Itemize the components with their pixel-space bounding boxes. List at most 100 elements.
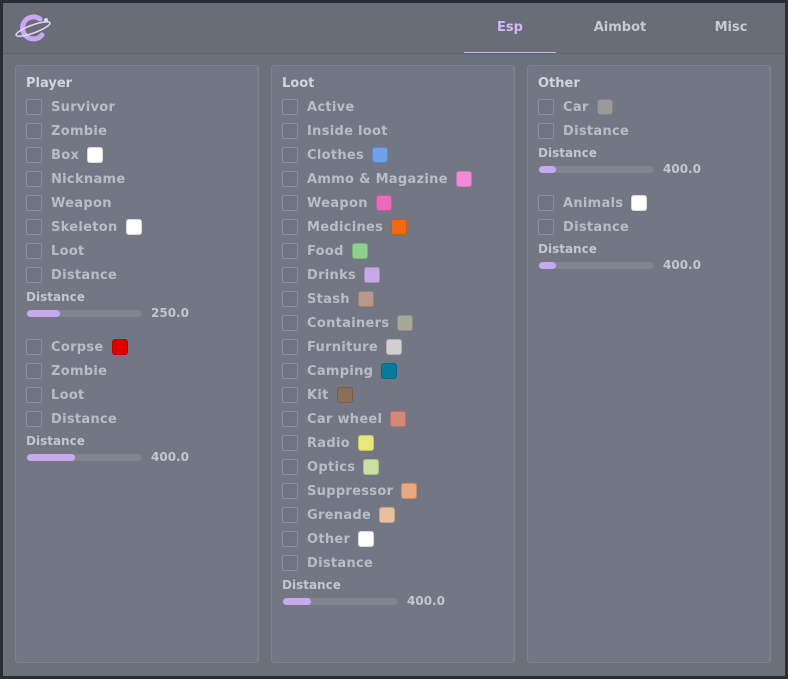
checkbox[interactable] [282,555,298,571]
checkbox[interactable] [26,363,42,379]
checkbox-row: Distance [538,217,629,237]
slider[interactable] [27,310,142,317]
checkbox-label: Ammo & Magazine [307,171,448,187]
checkbox[interactable] [26,243,42,259]
color-swatch[interactable] [375,195,392,211]
checkbox[interactable] [26,411,42,427]
slider-fill [539,166,556,173]
checkbox[interactable] [26,147,42,163]
color-swatch[interactable] [401,483,418,499]
color-swatch[interactable] [358,531,375,547]
checkbox[interactable] [538,99,554,115]
color-swatch[interactable] [357,291,374,307]
slider-value: 400.0 [407,594,445,608]
checkbox[interactable] [26,171,42,187]
checkbox-label: Animals [563,195,624,211]
slider-fill [27,454,75,461]
checkbox[interactable] [282,411,298,427]
checkbox-label: Drinks [307,267,357,283]
checkbox-label: Suppressor [307,483,394,499]
color-swatch[interactable] [372,147,389,163]
color-swatch[interactable] [455,171,472,187]
color-swatch[interactable] [364,267,381,283]
color-swatch[interactable] [111,339,128,355]
slider[interactable] [539,262,654,269]
checkbox-label: Kit [307,387,329,403]
checkbox-label: Car [563,99,589,115]
checkbox[interactable] [26,99,42,115]
checkbox-row: Distance [538,121,629,141]
checkbox[interactable] [282,147,298,163]
checkbox[interactable] [26,339,42,355]
checkbox[interactable] [26,195,42,211]
checkbox[interactable] [282,363,298,379]
checkbox-row: Containers [282,313,414,333]
checkbox-row: Distance [26,265,117,285]
checkbox[interactable] [282,267,298,283]
checkbox-row: Survivor [26,97,115,117]
checkbox-label: Distance [51,267,118,283]
checkbox[interactable] [538,123,554,139]
checkbox-row: Camping [282,361,398,381]
tab[interactable]: Esp [464,3,556,53]
checkbox[interactable] [538,195,554,211]
slider-value: 400.0 [663,258,701,272]
checkbox-row: Inside loot [282,121,388,141]
color-swatch[interactable] [397,315,414,331]
checkbox[interactable] [282,315,298,331]
color-swatch[interactable] [351,243,368,259]
checkbox-label: Medicines [307,219,384,235]
checkbox[interactable] [26,387,42,403]
checkbox[interactable] [282,291,298,307]
checkbox-label: Weapon [307,195,368,211]
checkbox[interactable] [26,267,42,283]
panel-title: Player [26,76,73,91]
color-swatch[interactable] [631,195,648,211]
checkbox-row: Box [26,145,104,165]
checkbox[interactable] [282,507,298,523]
checkbox[interactable] [282,99,298,115]
checkbox[interactable] [26,219,42,235]
checkbox[interactable] [282,435,298,451]
color-swatch[interactable] [379,507,396,523]
checkbox[interactable] [282,195,298,211]
checkbox-row: Stash [282,289,374,309]
checkbox[interactable] [282,387,298,403]
color-swatch[interactable] [386,339,403,355]
color-swatch[interactable] [87,147,104,163]
color-swatch[interactable] [390,411,407,427]
checkbox-row: Loot [26,241,85,261]
checkbox-label: Clothes [307,147,365,163]
color-swatch[interactable] [363,459,380,475]
checkbox-label: Containers [307,315,390,331]
color-swatch[interactable] [391,219,408,235]
slider[interactable] [283,598,398,605]
checkbox-label: Stash [307,291,350,307]
tab[interactable]: Aimbot [593,20,647,35]
checkbox[interactable] [282,171,298,187]
checkbox[interactable] [282,219,298,235]
checkbox[interactable] [282,459,298,475]
checkbox-label: Distance [563,123,630,139]
slider[interactable] [27,454,142,461]
checkbox[interactable] [282,123,298,139]
checkbox[interactable] [26,123,42,139]
checkbox[interactable] [282,531,298,547]
color-swatch[interactable] [125,219,142,235]
color-swatch[interactable] [381,363,398,379]
checkbox-row: Loot [26,385,85,405]
tab[interactable]: Misc [714,20,748,35]
color-swatch[interactable] [336,387,353,403]
checkbox[interactable] [282,243,298,259]
checkbox-row: Car [538,97,613,117]
checkbox-row: Medicines [282,217,408,237]
color-swatch[interactable] [596,99,613,115]
checkbox-row: Animals [538,193,648,213]
slider-value: 400.0 [663,162,701,176]
checkbox[interactable] [282,339,298,355]
color-swatch[interactable] [357,435,374,451]
slider[interactable] [539,166,654,173]
checkbox[interactable] [282,483,298,499]
checkbox[interactable] [538,219,554,235]
